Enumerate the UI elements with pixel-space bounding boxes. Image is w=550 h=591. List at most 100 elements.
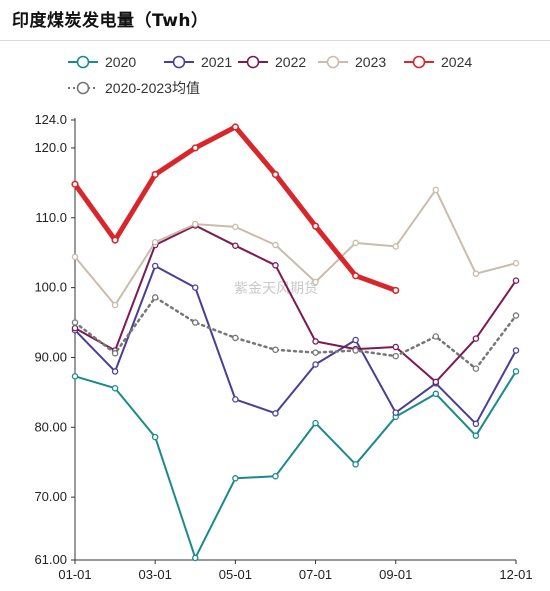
series-line (74, 224, 517, 383)
series-2 (71, 262, 520, 428)
legend-item: 2020 (68, 54, 136, 70)
data-point (71, 253, 79, 261)
x-tick-label: 05-01 (219, 567, 252, 582)
data-point (352, 347, 359, 354)
legend-swatch-marker (326, 55, 340, 69)
x-tick-label: 12-01 (499, 567, 532, 582)
data-point (71, 180, 79, 188)
data-point (272, 346, 279, 354)
series-1 (71, 368, 520, 562)
data-point (512, 368, 520, 375)
legend-label: 2021 (201, 54, 232, 70)
data-point (472, 420, 480, 428)
data-point (392, 343, 399, 351)
watermark: 紫金天风期货 (234, 280, 318, 297)
series-3 (71, 222, 520, 386)
data-point (312, 338, 319, 345)
y-tick-label: 110.0 (35, 210, 67, 225)
legend-swatch-marker (246, 55, 260, 69)
data-point (512, 259, 520, 267)
data-point (191, 144, 199, 152)
data-point (272, 241, 279, 249)
y-tick-label: 100.0 (34, 280, 67, 295)
data-point (151, 433, 159, 441)
data-point (111, 301, 119, 309)
data-point (432, 378, 440, 386)
data-point (352, 461, 359, 468)
x-tick-label: 01-01 (58, 567, 91, 582)
legend-swatch-marker (412, 55, 426, 69)
data-point (232, 475, 239, 482)
data-point (232, 334, 239, 342)
data-point (111, 384, 119, 392)
y-tick-label: 124.0 (34, 112, 67, 127)
axes: 61.00 70.00 80.00 90.00 100.0 110.0 120.0 124.0… (34, 112, 532, 582)
data-point (232, 396, 239, 403)
data-point (272, 410, 279, 417)
data-point (312, 278, 319, 286)
data-point (71, 373, 79, 380)
data-point (271, 170, 280, 179)
data-point (192, 284, 199, 291)
data-point (232, 242, 239, 249)
data-point (512, 347, 520, 354)
chart-title: 印度煤炭发电量（Twh） (12, 11, 209, 31)
data-point (512, 312, 520, 319)
legend-item: 2022 (238, 54, 306, 70)
data-point (111, 236, 119, 244)
legend-label: 2020-2023均值 (105, 80, 200, 96)
data-point (472, 365, 480, 372)
legend-label: 2022 (275, 54, 306, 70)
data-point (392, 409, 399, 416)
legend-item: 2023 (318, 54, 386, 70)
x-tick-label: 03-01 (139, 567, 172, 582)
data-point (231, 123, 239, 131)
series-6 (71, 294, 520, 372)
legend-label: 2023 (355, 54, 386, 70)
data-point (111, 350, 119, 357)
series-line (74, 265, 517, 425)
series-line (74, 370, 517, 559)
data-point (472, 270, 480, 277)
x-tick-label: 07-01 (299, 567, 332, 582)
data-point (432, 333, 440, 340)
series-4 (71, 186, 520, 309)
legend-item: 2021 (164, 54, 232, 70)
series-line (74, 188, 517, 307)
legend-label: 2024 (441, 54, 472, 70)
data-point (151, 238, 159, 246)
data-point (312, 361, 319, 368)
y-tick-label: 61.00 (34, 552, 67, 567)
data-point (192, 220, 199, 228)
data-point (392, 243, 399, 250)
data-point (151, 170, 159, 179)
data-point (151, 262, 159, 270)
data-point (352, 239, 359, 247)
y-tick-label: 120.0 (34, 140, 67, 155)
data-point (111, 368, 119, 375)
x-tick-label: 09-01 (379, 567, 412, 582)
data-point (192, 554, 199, 562)
legend-swatch-marker (76, 55, 90, 69)
legend: 2020 2021 2022 2023 2024 2020-2023均值 (68, 54, 472, 96)
y-tick-label: 90.00 (34, 349, 67, 364)
y-tick-label: 80.00 (34, 419, 67, 434)
data-point (272, 262, 279, 269)
series-line (73, 296, 518, 370)
data-point (71, 319, 79, 326)
data-point (311, 222, 320, 230)
series-group (71, 123, 520, 562)
data-point (472, 335, 480, 342)
data-point (312, 349, 319, 356)
legend-swatch-marker (172, 55, 186, 69)
legend-item: 2024 (404, 54, 472, 70)
data-point (432, 186, 440, 194)
data-point (512, 277, 520, 284)
data-point (272, 472, 279, 480)
data-point (392, 352, 399, 360)
title-divider (0, 40, 550, 41)
legend-item: 2020-2023均值 (68, 80, 200, 96)
data-point (151, 294, 159, 301)
data-point (432, 390, 440, 398)
